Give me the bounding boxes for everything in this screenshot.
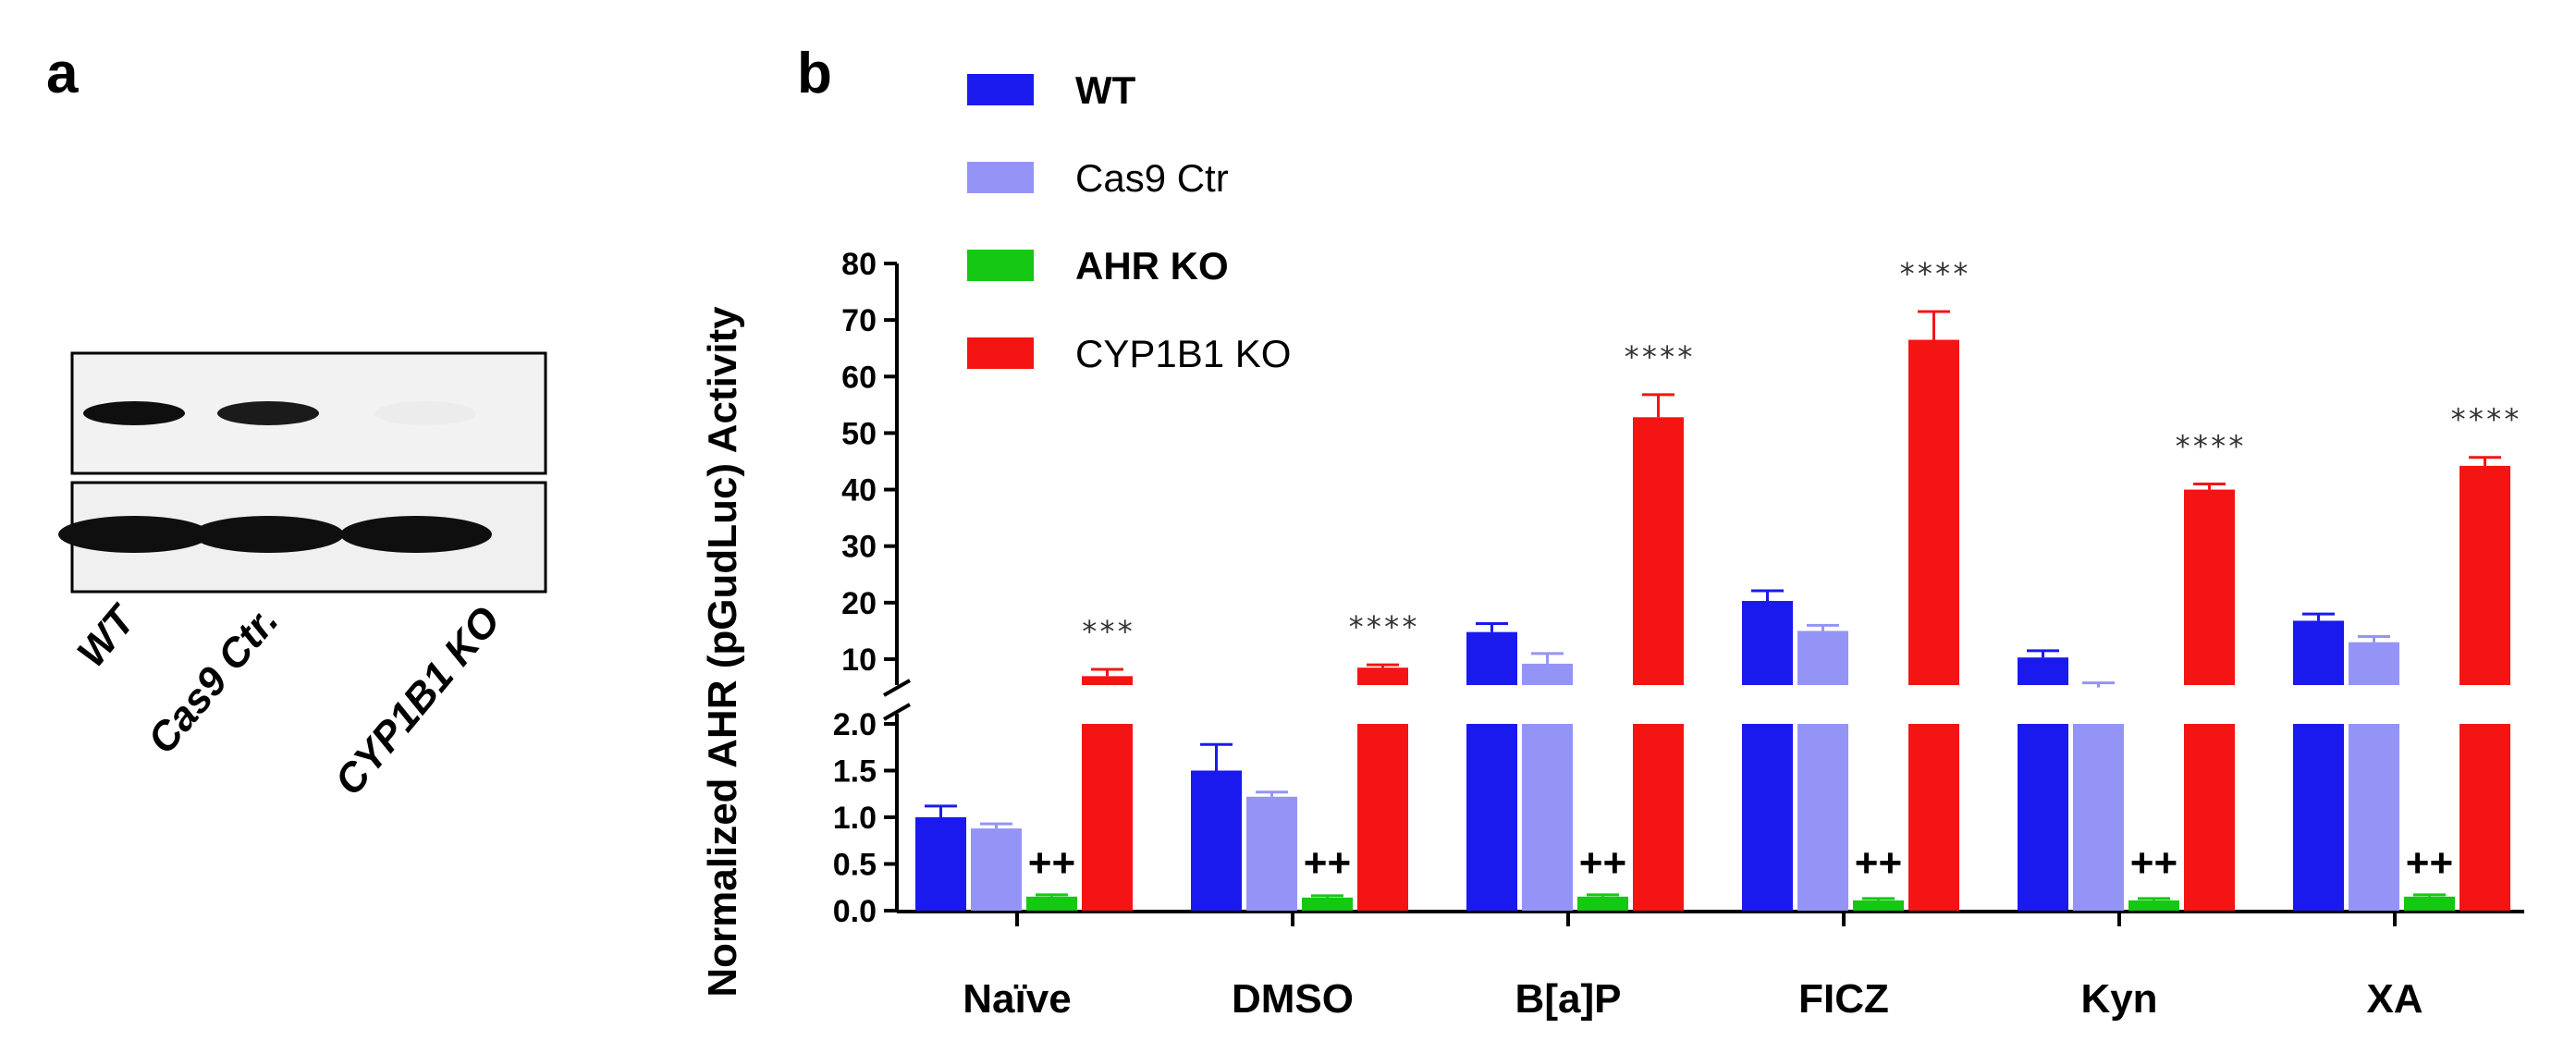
ahr-ko-mark: ++ xyxy=(1028,840,1075,886)
y-tick-label: 1.5 xyxy=(833,754,877,790)
ahr-ko-mark: ++ xyxy=(2130,840,2177,886)
bar-upper xyxy=(2349,642,2399,685)
legend: WT Cas9 Ctr AHR KO CYP1B1 KO xyxy=(967,68,1291,375)
legend-swatch xyxy=(967,74,1034,105)
blot-band-bottom xyxy=(192,516,344,553)
bar xyxy=(971,828,1022,911)
y-tick-label: 1.0 xyxy=(833,801,877,836)
bar-chart: 10 20 30 40 50 60 70 80 0.0 0.5 1.0 1.5 2.0 Naïve DMSO… xyxy=(700,247,2524,1022)
legend-label: CYP1B1 KO xyxy=(1075,332,1291,375)
blot-lane-label: CYP1B1 KO xyxy=(326,598,509,804)
axis-break-mark xyxy=(883,703,911,721)
bar-upper xyxy=(1908,339,1959,685)
bar xyxy=(2184,724,2235,911)
panel-a-label: a xyxy=(46,42,79,105)
y-tick-label: 50 xyxy=(841,416,877,451)
significance-label: **** xyxy=(2449,402,2521,437)
bar xyxy=(1577,896,1628,911)
significance-label: **** xyxy=(1347,609,1418,644)
bar xyxy=(1026,896,1077,911)
category-label: FICZ xyxy=(1798,976,1889,1022)
legend-label: Cas9 Ctr xyxy=(1075,156,1229,200)
bar-upper xyxy=(2459,465,2510,685)
y-tick-label: 0.5 xyxy=(833,848,877,883)
bar xyxy=(1357,724,1408,911)
panel-b-label: b xyxy=(797,42,832,105)
bar xyxy=(1246,796,1297,911)
bar-upper xyxy=(2184,489,2235,685)
bar xyxy=(1908,724,1959,911)
y-tick-label: 70 xyxy=(841,303,877,338)
bar-upper xyxy=(1466,631,1517,685)
bar xyxy=(915,817,966,911)
ahr-ko-mark: ++ xyxy=(1579,840,1626,886)
bar-upper xyxy=(1797,631,1848,685)
blot-band-top xyxy=(374,401,476,425)
bar xyxy=(1797,724,1848,911)
blot-band-bottom xyxy=(58,516,210,553)
bar xyxy=(1853,900,1904,911)
bar xyxy=(1522,724,1573,911)
significance-label: **** xyxy=(2174,428,2245,463)
bar xyxy=(1633,724,1684,911)
bar-upper xyxy=(1082,676,1133,685)
bar-upper xyxy=(2018,657,2068,685)
bar xyxy=(1082,724,1133,911)
ahr-ko-mark: ++ xyxy=(1304,840,1351,886)
bar xyxy=(2128,900,2179,911)
category-label: Naïve xyxy=(963,976,1071,1022)
y-tick-label: 60 xyxy=(841,360,877,395)
y-tick-label: 30 xyxy=(841,530,877,565)
bar xyxy=(2073,724,2124,911)
bar-upper xyxy=(2293,620,2344,685)
significance-label: **** xyxy=(1623,339,1694,374)
blot-lane-label: Cas9 Ctr. xyxy=(140,598,288,763)
bar xyxy=(2018,724,2068,911)
y-tick-label: 10 xyxy=(841,643,877,678)
y-tick-label: 20 xyxy=(841,586,877,621)
bar xyxy=(1466,724,1517,911)
legend-swatch xyxy=(967,250,1034,281)
legend-label: AHR KO xyxy=(1075,244,1229,288)
bar-upper xyxy=(1357,667,1408,685)
bar xyxy=(2349,724,2399,911)
y-tick-label: 0.0 xyxy=(833,894,877,929)
legend-swatch xyxy=(967,162,1034,193)
annotations: *** ++ **** ++ **** ++ **** ++ **** ++ **** ++ xyxy=(1028,256,2521,886)
bar xyxy=(1742,724,1793,911)
bar xyxy=(1191,770,1242,911)
legend-swatch xyxy=(967,337,1034,369)
category-label: B[a]P xyxy=(1515,976,1622,1022)
axes: 10 20 30 40 50 60 70 80 0.0 0.5 1.0 1.5 2.0 Naïve DMSO… xyxy=(833,247,2524,1022)
y-tick-label: 40 xyxy=(841,473,877,508)
significance-label: **** xyxy=(1898,256,1969,291)
legend-label: WT xyxy=(1075,68,1136,112)
bar xyxy=(2459,724,2510,911)
ahr-ko-mark: ++ xyxy=(1855,840,1902,886)
blot-band-top xyxy=(83,401,185,425)
blot-band-bottom xyxy=(340,516,492,553)
category-label: Kyn xyxy=(2080,976,2157,1022)
bar-upper xyxy=(1522,663,1573,685)
y-axis-title: Normalized AHR (pGudLuc) Activity xyxy=(700,306,745,998)
ahr-ko-mark: ++ xyxy=(2406,840,2453,886)
significance-label: *** xyxy=(1081,614,1135,649)
bar xyxy=(1302,897,1353,911)
blot-lane-label: WT xyxy=(68,596,146,676)
category-label: XA xyxy=(2366,976,2423,1022)
category-label: DMSO xyxy=(1232,976,1354,1022)
bar xyxy=(2404,896,2455,911)
blot-bands xyxy=(58,401,492,553)
bar-upper xyxy=(1633,417,1684,685)
bar xyxy=(2293,724,2344,911)
bars xyxy=(915,310,2510,911)
axis-break-mark xyxy=(883,679,911,697)
y-tick-label: 80 xyxy=(841,247,877,282)
bar-upper xyxy=(1742,601,1793,685)
blot-band-top xyxy=(217,401,319,425)
y-tick-label: 2.0 xyxy=(833,707,877,742)
